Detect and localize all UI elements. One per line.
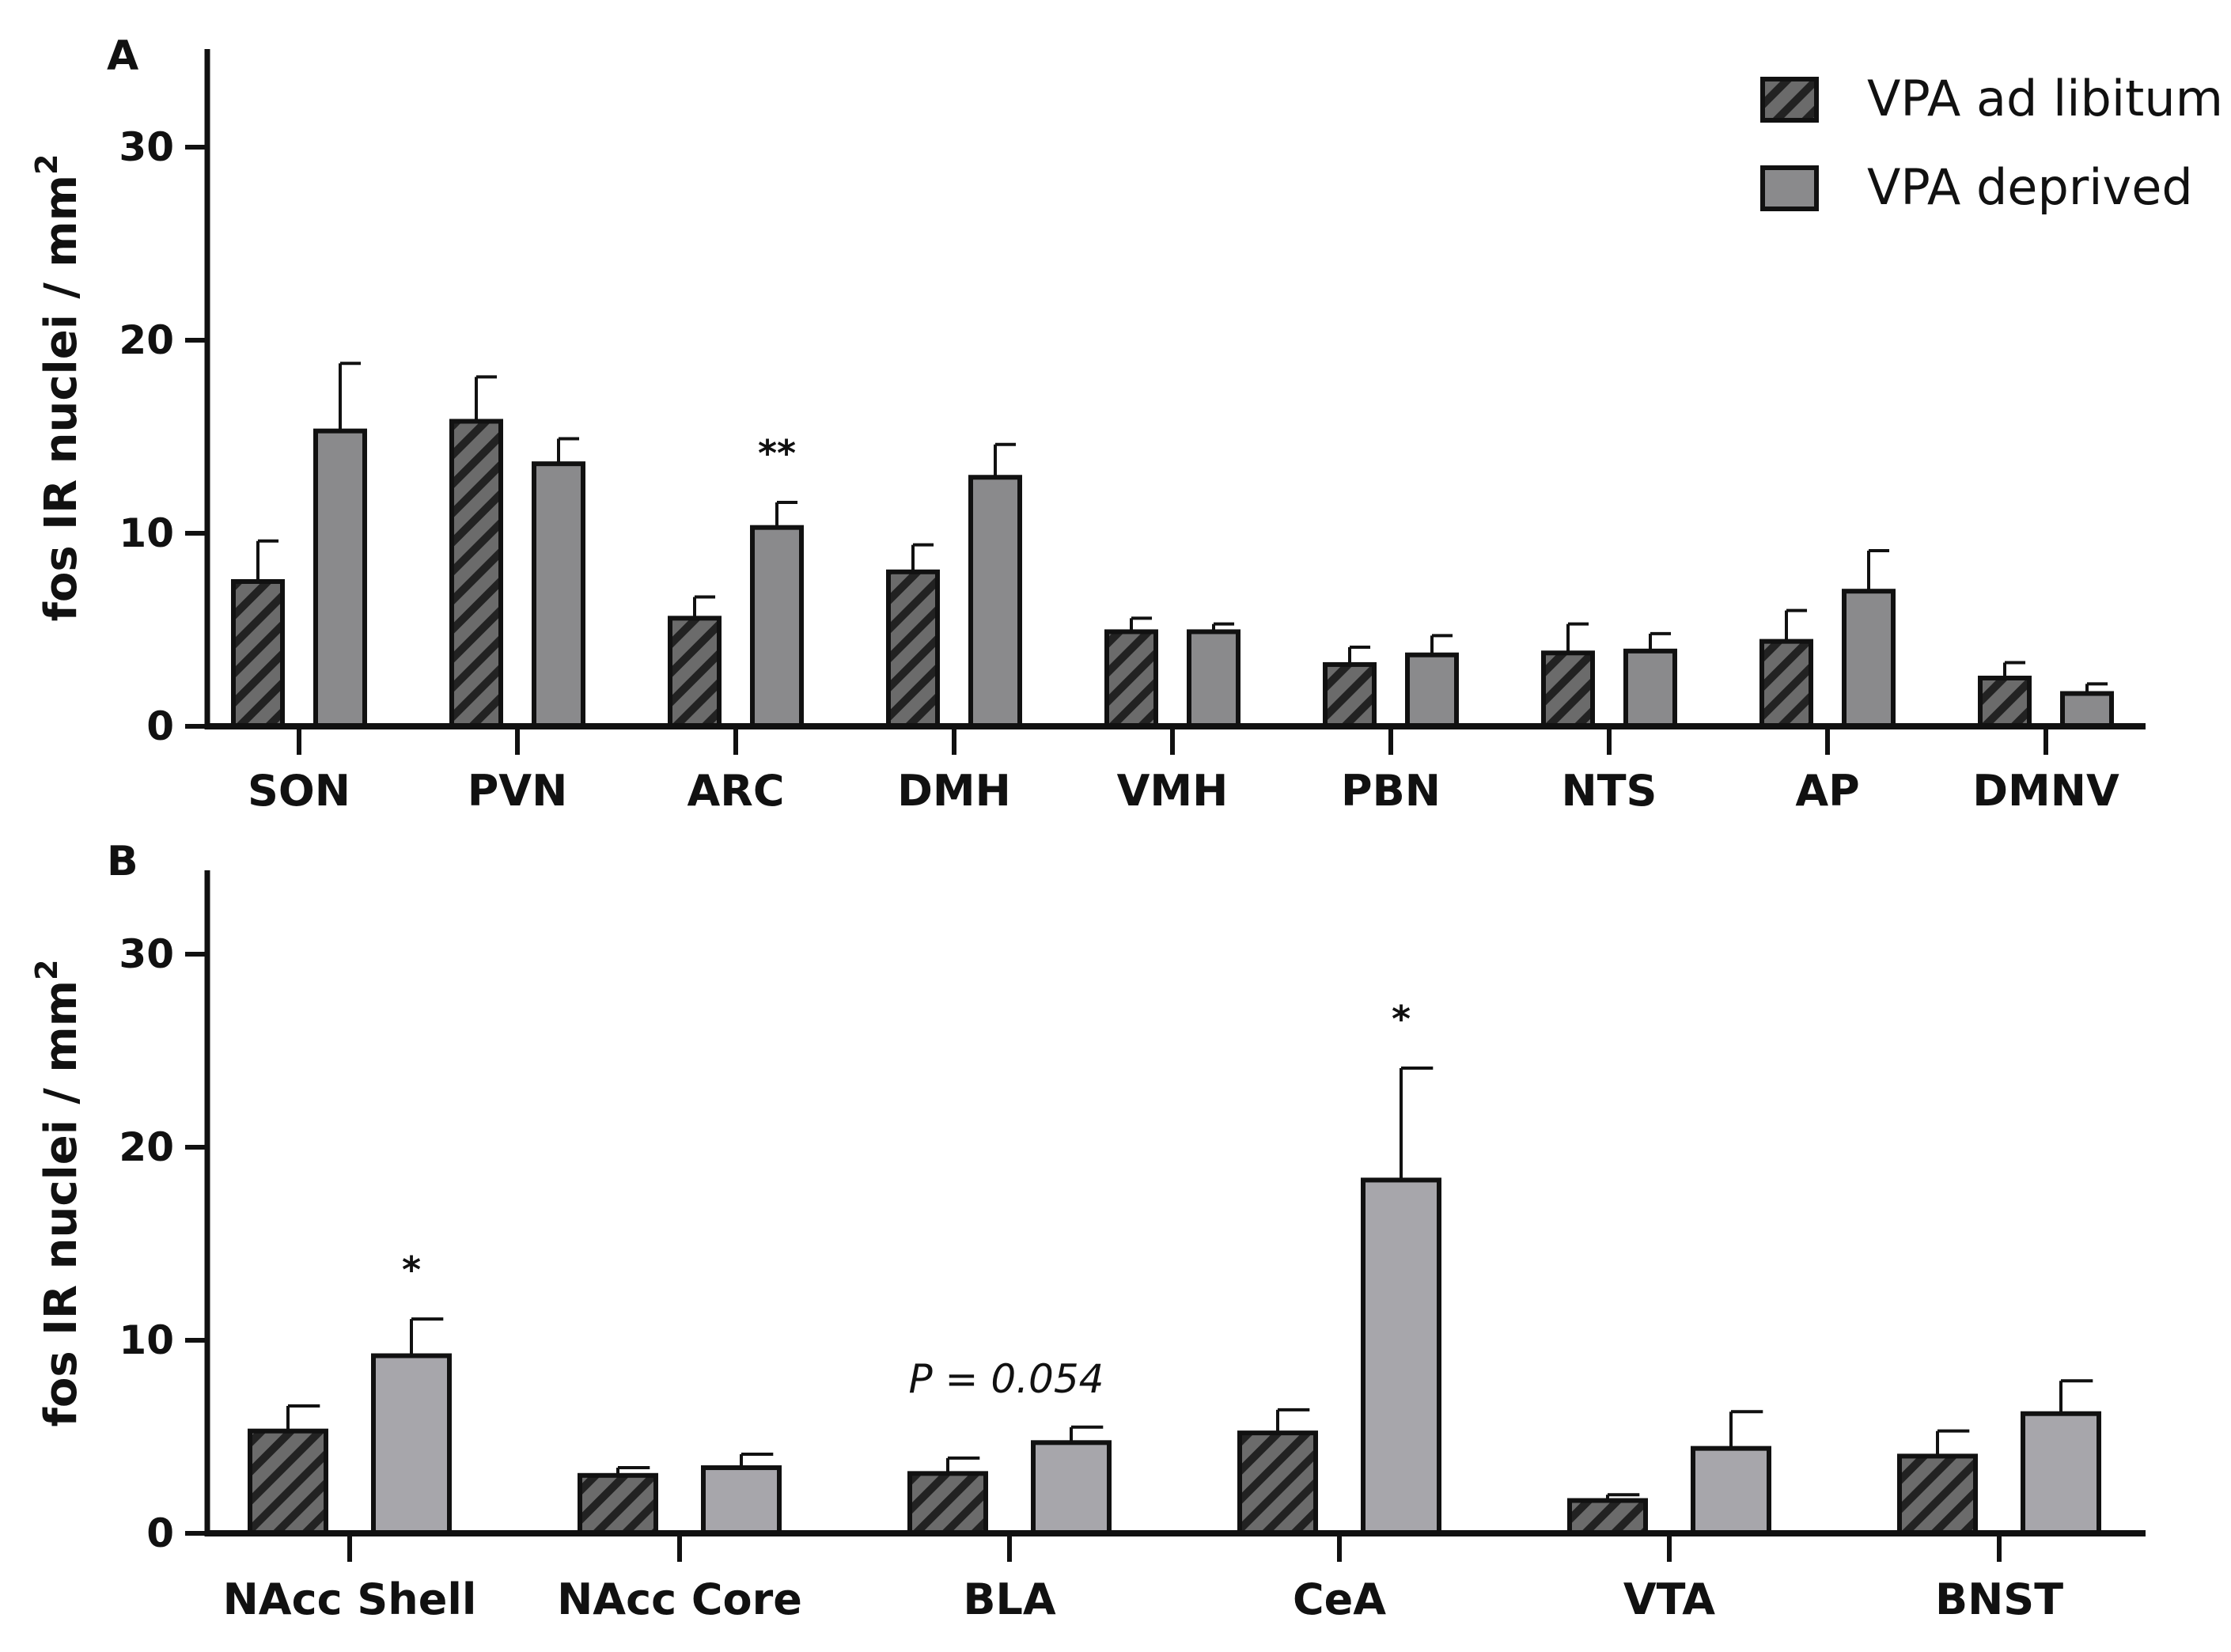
bar-vmh-ad-libitum [1104, 629, 1158, 729]
legend-swatch-ad-libitum [1760, 77, 1819, 123]
bar-pvn-ad-libitum [449, 419, 503, 729]
y-tick-label: 0 [146, 1510, 174, 1556]
x-category-label-vta: VTA [1623, 1574, 1715, 1624]
x-category-label-nacc-core: NAcc Core [557, 1574, 802, 1624]
bar-nts-deprived [1623, 648, 1677, 729]
bar-pbn-deprived [1405, 652, 1459, 729]
x-category-label-arc: ARC [687, 766, 784, 816]
bar-nacc-core-ad-libitum [578, 1472, 658, 1536]
y-tick-label: 0 [146, 703, 174, 749]
bar-nacc-shell-deprived [371, 1353, 452, 1536]
bar-bnst-deprived [2021, 1411, 2101, 1536]
y-tick-label: 30 [119, 931, 174, 977]
bar-cea-deprived [1361, 1177, 1441, 1536]
x-category-label-bnst: BNST [1935, 1574, 2063, 1624]
y-tick-label: 20 [119, 1124, 174, 1170]
x-category-label-dmh: DMH [897, 766, 1011, 816]
x-category-label-ap: AP [1795, 766, 1859, 816]
bar-pvn-deprived [532, 461, 585, 729]
bar-vta-ad-libitum [1567, 1498, 1648, 1536]
panel-letter: B [107, 838, 138, 885]
y-axis-label: fos IR nuclei / mm2 [29, 959, 87, 1427]
bar-dmh-ad-libitum [886, 569, 940, 729]
y-axis-label-superscript: 2 [29, 153, 64, 174]
legend-label-deprived: VPA deprived [1867, 158, 2193, 216]
bar-ap-deprived [1842, 589, 1896, 729]
bar-ap-ad-libitum [1759, 638, 1813, 729]
legend: VPA ad libitum VPA deprived [1760, 70, 2223, 216]
bar-bnst-ad-libitum [1897, 1453, 1978, 1536]
y-tick-label: 30 [119, 124, 174, 170]
significance-annotation-nacc-shell: * [402, 1248, 421, 1291]
significance-annotation-bla: P = 0.054 [909, 1356, 1104, 1402]
x-category-label-pvn: PVN [468, 766, 568, 816]
y-tick-label: 20 [119, 317, 174, 363]
bar-nts-ad-libitum [1541, 650, 1595, 729]
x-category-label-nts: NTS [1562, 766, 1657, 816]
y-axis-label-superscript: 2 [29, 959, 64, 979]
legend-label-ad-libitum: VPA ad libitum [1867, 70, 2223, 127]
bar-son-ad-libitum [231, 579, 285, 729]
x-category-label-bla: BLA [963, 1574, 1056, 1624]
y-tick-label: 10 [119, 510, 174, 556]
bar-cea-ad-libitum [1237, 1430, 1318, 1536]
panel-letter: A [107, 32, 138, 80]
y-tick-label: 10 [119, 1317, 174, 1363]
bar-pbn-ad-libitum [1323, 661, 1377, 729]
bar-arc-ad-libitum [668, 616, 722, 729]
significance-annotation-cea: * [1392, 998, 1411, 1040]
bar-dmh-deprived [968, 475, 1022, 729]
y-axis-label: fos IR nuclei / mm2 [29, 153, 87, 621]
x-category-label-nacc-shell: NAcc Shell [223, 1574, 477, 1624]
significance-annotation-arc: ** [758, 432, 796, 475]
bar-bla-ad-libitum [907, 1471, 988, 1536]
bar-vmh-deprived [1187, 629, 1240, 729]
bar-arc-deprived [750, 525, 804, 729]
bar-vta-deprived [1691, 1446, 1771, 1536]
x-category-label-cea: CeA [1293, 1574, 1386, 1624]
bar-dmnv-ad-libitum [1978, 676, 2032, 729]
x-category-label-son: SON [248, 766, 350, 816]
x-category-label-pbn: PBN [1341, 766, 1441, 816]
bar-son-deprived [313, 428, 367, 729]
bar-bla-deprived [1031, 1440, 1112, 1536]
x-category-label-vmh: VMH [1117, 766, 1229, 816]
bar-dmnv-deprived [2060, 691, 2114, 729]
x-category-label-dmnv: DMNV [1972, 766, 2119, 816]
bar-nacc-core-deprived [701, 1465, 782, 1536]
legend-swatch-deprived [1760, 165, 1819, 211]
bar-nacc-shell-ad-libitum [248, 1428, 328, 1536]
